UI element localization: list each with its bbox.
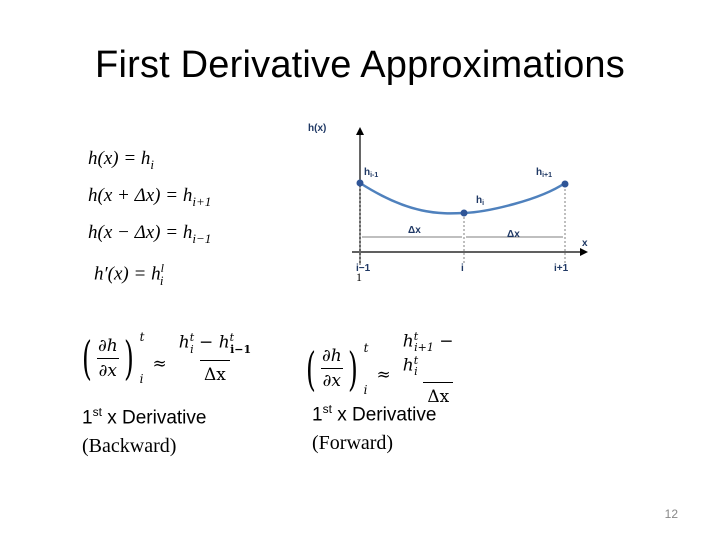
left-paren: ( — [82, 331, 92, 385]
lhs-fraction: ∂h ∂x — [320, 346, 344, 392]
lhs-fraction: ∂h ∂x — [96, 335, 120, 381]
right-paren: ) — [347, 341, 358, 396]
right-paren: ) — [123, 331, 134, 385]
lhs-supsub: t i — [363, 340, 369, 397]
point-label-i-minus-1: hi-1 — [364, 167, 378, 179]
y-axis-arrow — [356, 127, 364, 135]
definition-line-2: h(x + Δx) = hi+1 — [88, 184, 212, 209]
forward-formula: ( ∂h ∂x ) t i ≈ hti+1 − hti Δx — [302, 330, 478, 407]
backward-formula: ( ∂h ∂x ) t i ≈ hti − hti−1 Δx — [78, 330, 255, 386]
point-i-minus-1 — [356, 179, 364, 187]
point-i-plus-1 — [561, 180, 569, 188]
definition-line-1: h(x) = hi — [88, 148, 155, 172]
left-paren: ( — [306, 341, 316, 396]
page-number: 12 — [664, 507, 678, 521]
dx-label-2: Δx — [507, 229, 520, 240]
definitions-block: h(x) = hi h(x + Δx) = hi+1 h(x − Δx) = h… — [88, 143, 211, 296]
backward-caption-line2: (Backward) — [82, 435, 177, 458]
forward-caption-line1: 1st x Derivative — [312, 402, 437, 426]
function-diagram: h(x) x Δx Δx hi-1 hi hi+1 i−1 i i+1 1 — [308, 123, 588, 284]
point-i — [460, 209, 468, 217]
x-axis-arrow — [580, 248, 588, 256]
slide-title: First Derivative Approximations — [95, 44, 625, 86]
backward-caption-line1: 1st x Derivative — [82, 405, 207, 429]
x-tick-i-minus-1: i−1 — [356, 263, 371, 274]
definition-line-4: h′(x) = hli — [94, 261, 164, 288]
approx-sign: ≈ — [152, 354, 167, 374]
lhs-supsub: t i — [139, 330, 145, 386]
definition-line-3: h(x − Δx) = hi−1 — [88, 221, 212, 246]
point-label-i: hi — [476, 195, 484, 207]
x-axis-label: x — [582, 238, 588, 249]
point-label-i-plus-1: hi+1 — [536, 167, 552, 179]
rhs-fraction: hti − hti−1 Δx — [178, 331, 252, 385]
backward-caption: 1st x Derivative (Backward) — [82, 398, 206, 460]
approx-sign: ≈ — [376, 364, 391, 385]
x-tick-i: i — [461, 263, 464, 274]
function-curve — [359, 181, 566, 215]
forward-caption-line2: (Forward) — [312, 432, 394, 455]
dx-label-1: Δx — [408, 225, 421, 236]
stray-mark: 1 — [356, 270, 362, 284]
forward-caption: 1st x Derivative (Forward) — [312, 395, 436, 457]
x-tick-i-plus-1: i+1 — [554, 263, 569, 274]
y-axis-label: h(x) — [308, 123, 326, 134]
rhs-fraction: hti+1 − hti Δx — [402, 330, 454, 408]
